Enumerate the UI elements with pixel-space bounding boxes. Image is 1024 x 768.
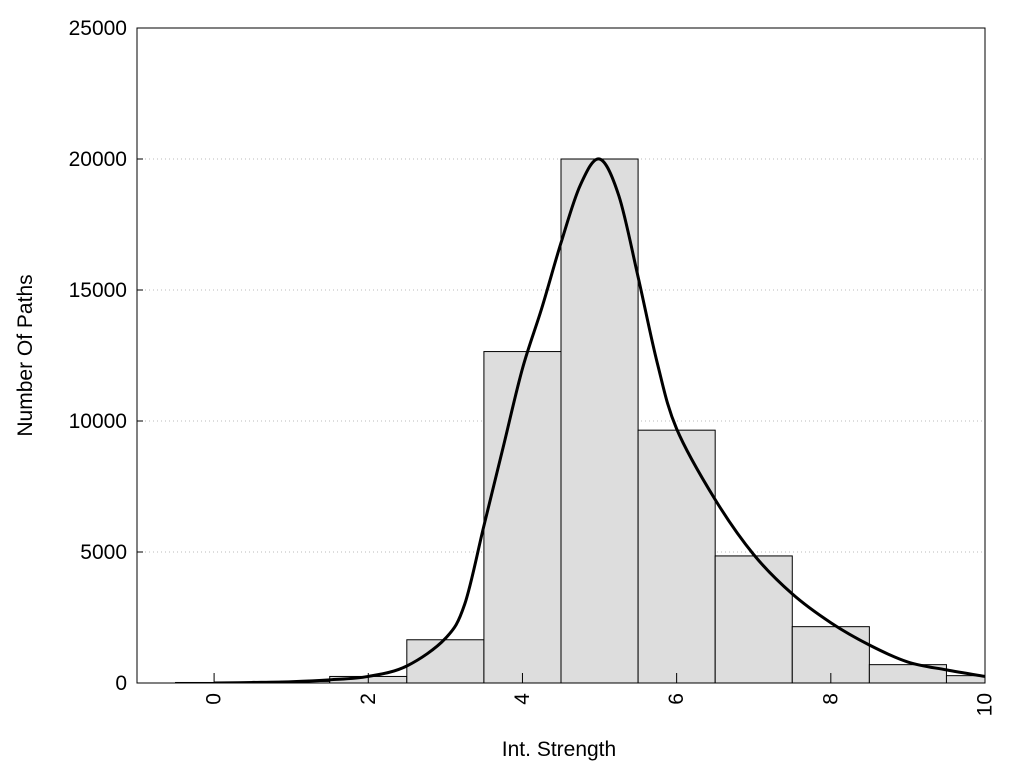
y-tick-label: 10000: [69, 410, 127, 433]
x-tick-label: 8: [819, 693, 842, 705]
x-tick-label: 10: [974, 693, 997, 716]
y-tick-label: 5000: [80, 541, 127, 564]
histogram-bar: [406, 639, 485, 683]
x-tick-label: 0: [203, 693, 226, 705]
fit-curve-group: [214, 157, 985, 683]
plot-area-frame: [136, 27, 986, 684]
y-axis-label: Number Of Paths: [14, 274, 37, 436]
x-tick-label: 6: [665, 693, 688, 705]
histogram-bar: [560, 158, 639, 683]
y-tick-label: 0: [115, 672, 127, 695]
histogram-bar: [483, 351, 562, 683]
y-tick-label: 25000: [69, 17, 127, 40]
x-axis-ticks: 0 2 4 6 8 10: [203, 673, 997, 716]
y-tick-label: 20000: [69, 148, 127, 171]
histogram-bar: [637, 429, 716, 683]
x-tick-label: 2: [357, 693, 380, 705]
histogram-bar: [714, 555, 793, 683]
x-axis-label: Int. Strength: [502, 738, 616, 761]
y-axis-ticks: 0 5000 10000 15000 20000 25000: [69, 17, 143, 695]
y-tick-label: 15000: [69, 279, 127, 302]
x-tick-label: 4: [511, 693, 534, 705]
fit-curve-line: [214, 157, 985, 683]
histogram-bars: [175, 158, 985, 683]
